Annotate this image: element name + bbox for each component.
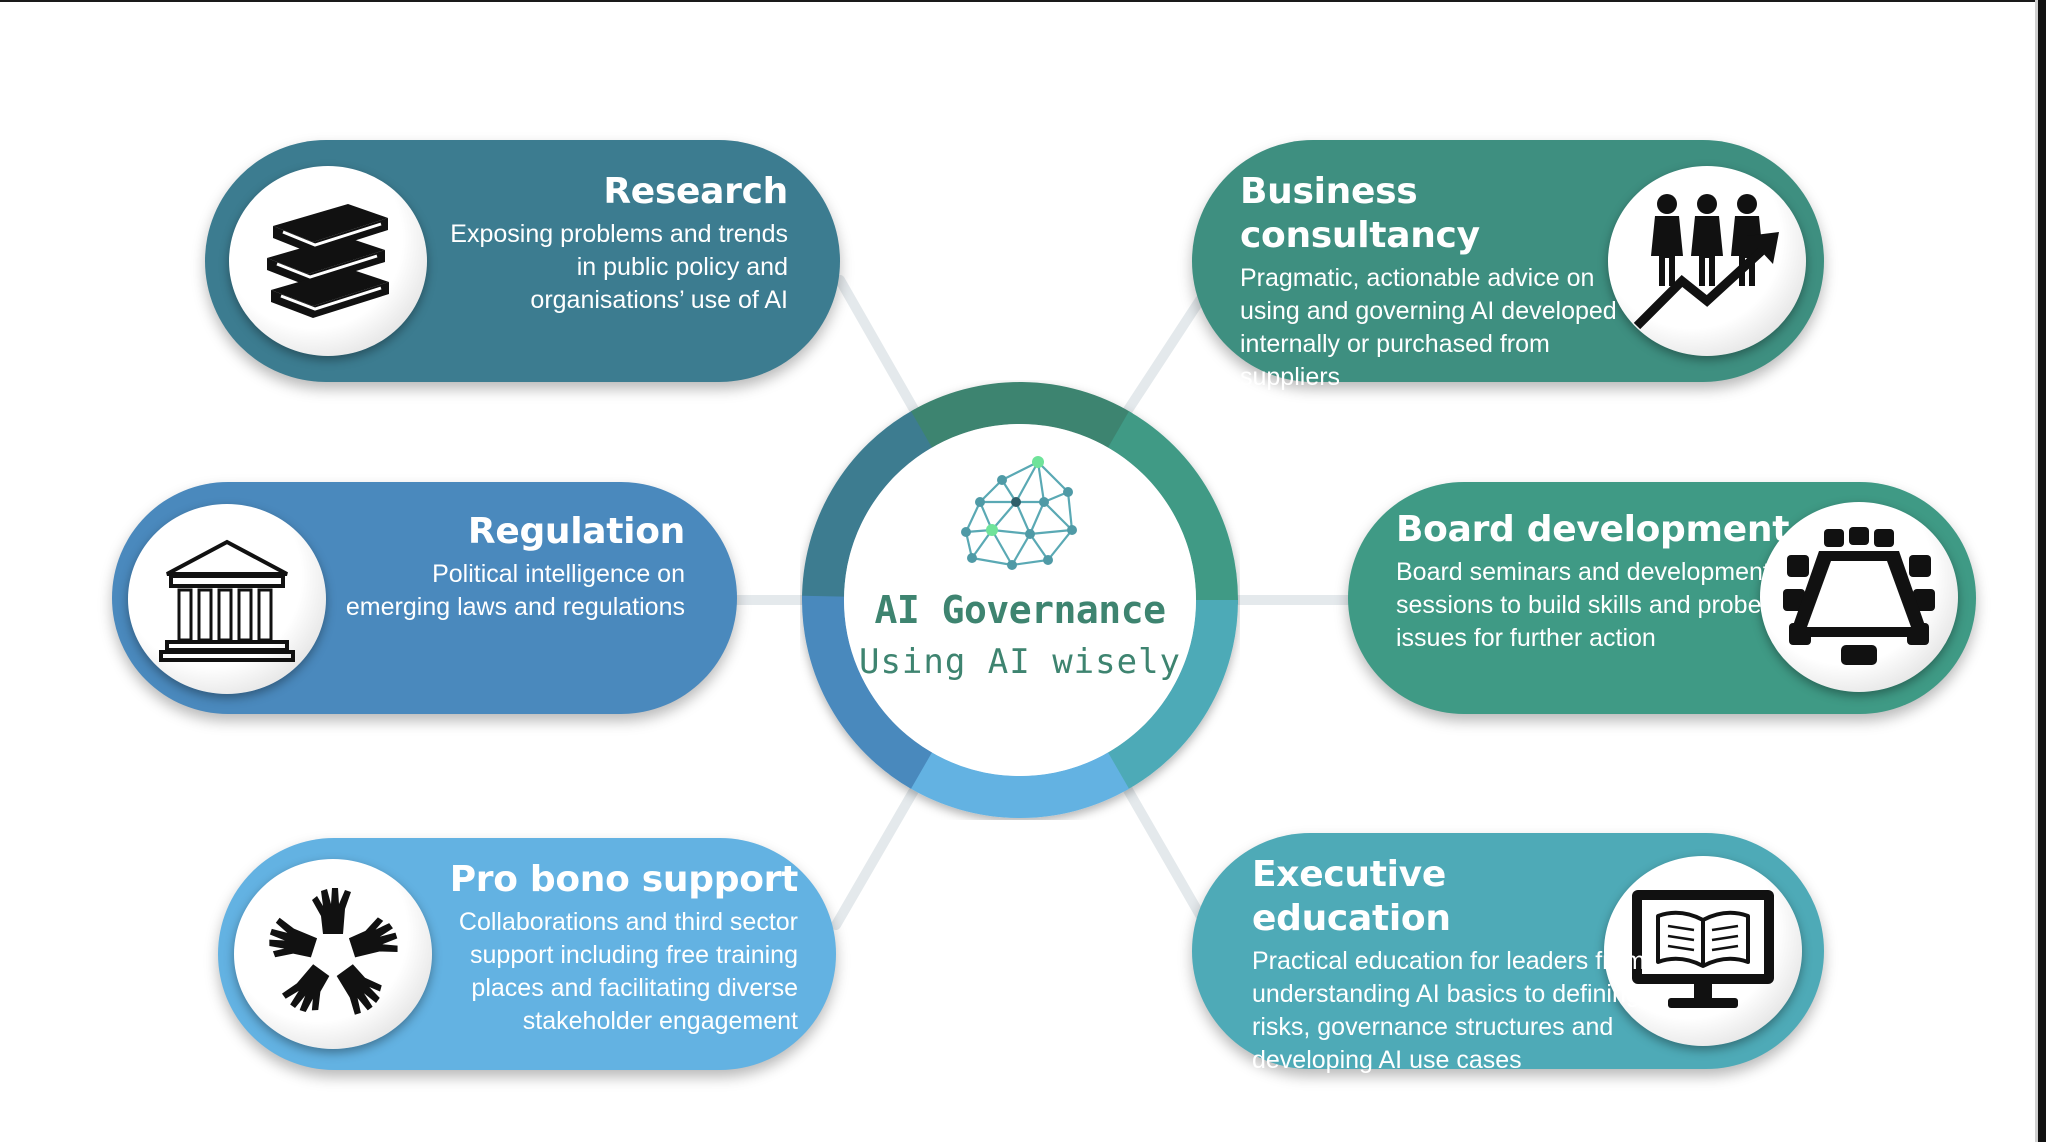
executive-description: Practical education for leaders from und… bbox=[1252, 947, 1646, 1074]
regulation-description: Political intelligence on emerging laws … bbox=[345, 560, 685, 621]
frame-top-border bbox=[0, 0, 2046, 2]
board-icon-circle bbox=[1760, 502, 1958, 692]
connector-business bbox=[1123, 295, 1205, 415]
frame-right-border bbox=[2038, 0, 2046, 1142]
connector-executive bbox=[1123, 785, 1205, 920]
research-pill: Research Exposing problems and trends in… bbox=[205, 140, 840, 382]
hub-ring bbox=[802, 382, 1238, 818]
executive-icon-circle bbox=[1604, 856, 1802, 1046]
government-building-icon bbox=[159, 539, 295, 662]
board-pill: Board development Board seminars and dev… bbox=[1348, 482, 1976, 714]
executive-title: Executive education bbox=[1252, 854, 1451, 939]
research-title: Research bbox=[603, 171, 788, 212]
business-description: Pragmatic, actionable advice on using an… bbox=[1240, 264, 1617, 391]
hub-subtitle: Using AI wisely bbox=[858, 642, 1182, 682]
business-pill: Business consultancy Pragmatic, actionab… bbox=[1192, 140, 1824, 391]
regulation-pill: Regulation Political intelligence on eme… bbox=[112, 482, 737, 714]
monitor-book-icon bbox=[1632, 890, 1774, 1008]
joined-hands-icon bbox=[269, 888, 398, 1015]
regulation-title: Regulation bbox=[467, 511, 685, 552]
board-description: Board seminars and development sessions … bbox=[1396, 558, 1770, 652]
central-hub: AI Governance Using AI wisely bbox=[800, 380, 1240, 820]
frame-right-highlight bbox=[2035, 0, 2038, 1142]
connector-research bbox=[835, 275, 925, 425]
business-title: Business consultancy bbox=[1240, 171, 1480, 256]
board-title: Board development bbox=[1396, 509, 1790, 550]
probono-pill: Pro bono support Collaborations and thir… bbox=[218, 838, 836, 1070]
neural-network-icon bbox=[961, 456, 1077, 570]
business-icon-circle bbox=[1608, 166, 1806, 356]
research-description: Exposing problems and trends in public p… bbox=[450, 220, 788, 314]
probono-icon-circle bbox=[234, 859, 432, 1049]
people-growth-chart-icon bbox=[1633, 194, 1779, 330]
books-icon bbox=[267, 204, 389, 318]
probono-description: Collaborations and third sector support … bbox=[458, 908, 798, 1035]
probono-title: Pro bono support bbox=[449, 859, 799, 900]
hub-title: AI Governance bbox=[874, 588, 1166, 632]
research-icon-circle bbox=[229, 166, 427, 356]
connector-probono bbox=[831, 775, 925, 930]
executive-pill: Executive education Practical education … bbox=[1192, 833, 1824, 1074]
boardroom-table-icon bbox=[1783, 527, 1935, 665]
regulation-icon-circle bbox=[128, 504, 326, 694]
